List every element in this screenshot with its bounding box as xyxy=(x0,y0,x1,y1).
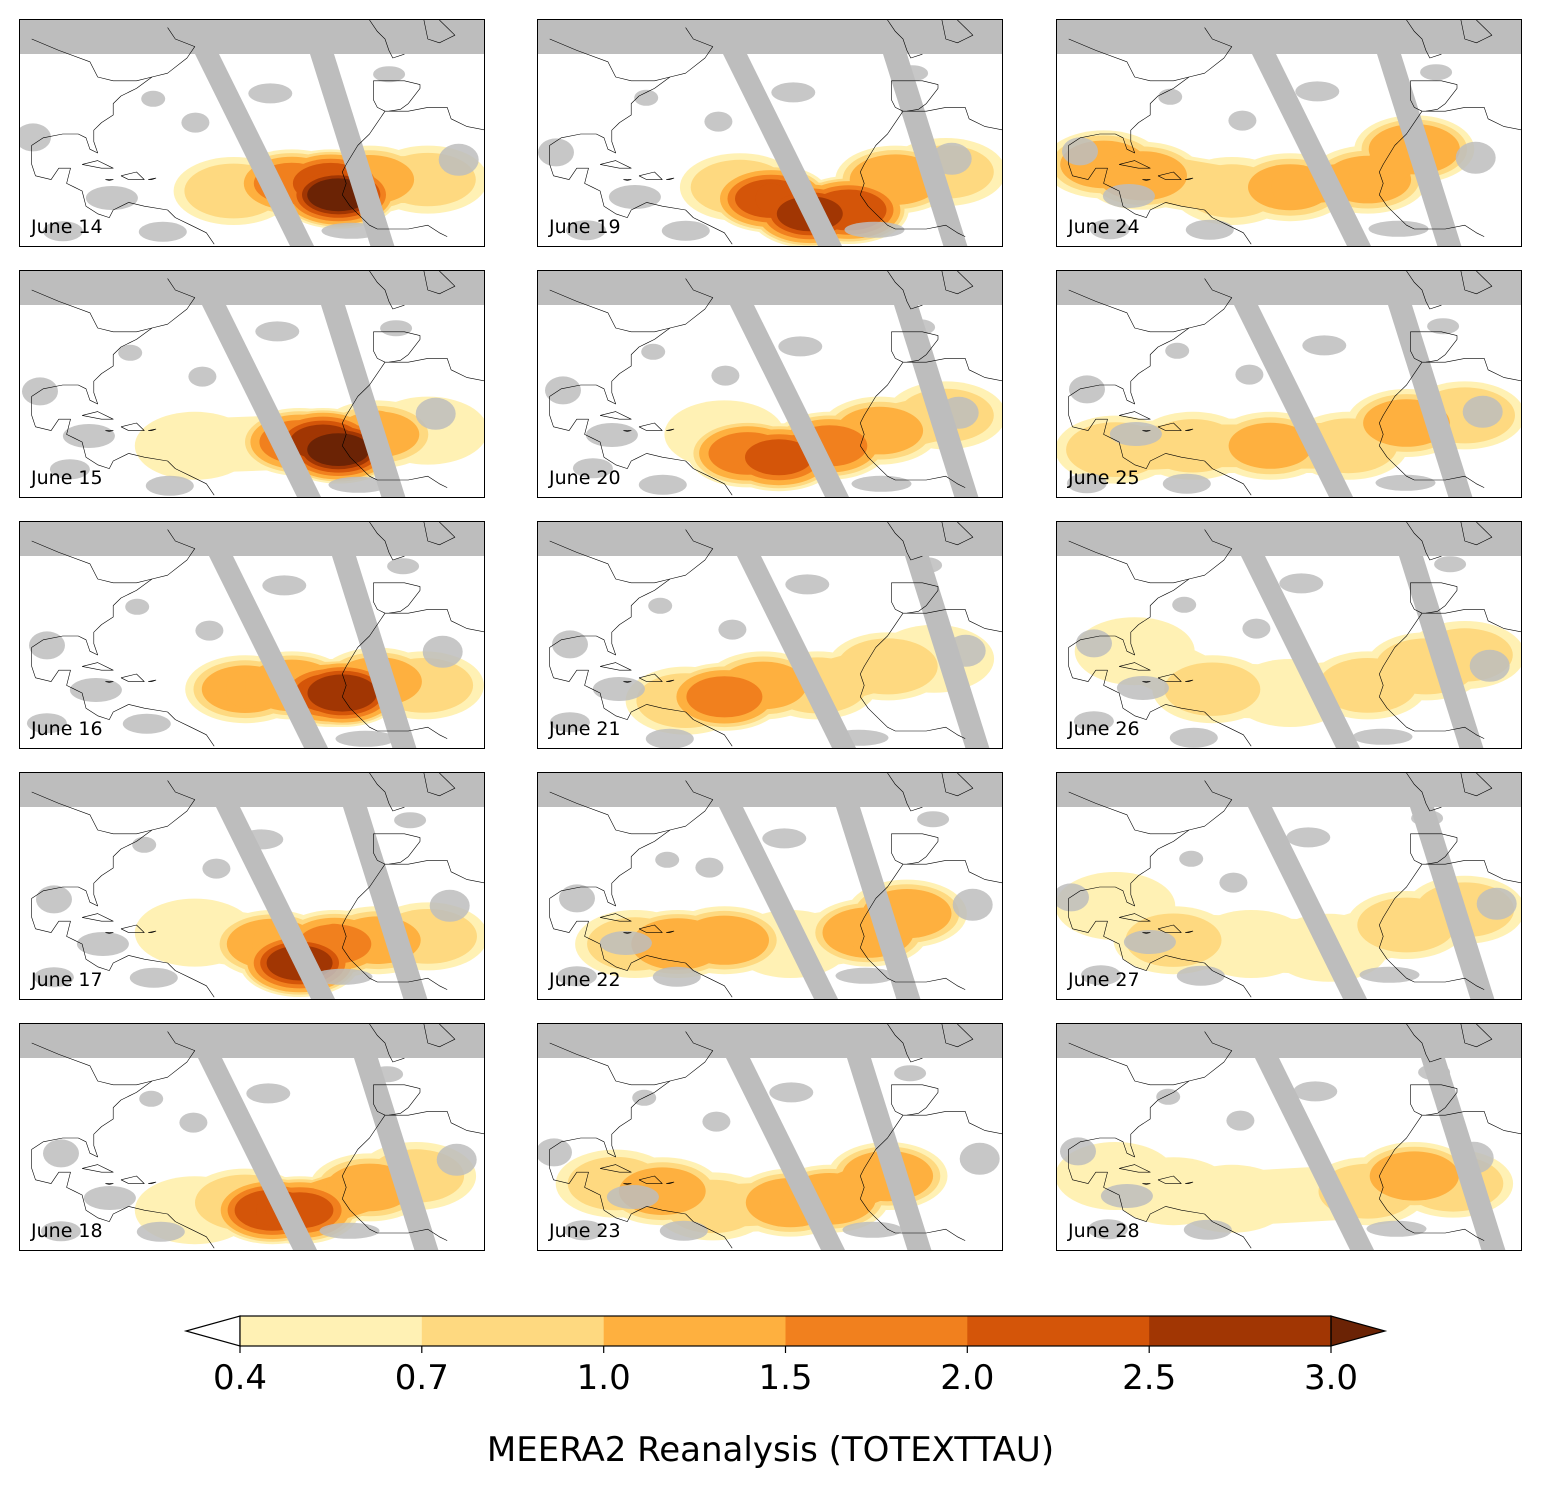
colorbar-tick-label: 0.4 xyxy=(213,1358,267,1398)
coastlines xyxy=(31,773,484,998)
aod-contour-0.7 xyxy=(1164,662,1261,716)
aod-contour-3.0 xyxy=(307,433,370,466)
colorbar-tick-label: 2.0 xyxy=(940,1358,994,1398)
aod-contour-1.0 xyxy=(1228,422,1313,469)
map-panel: June 16 xyxy=(19,521,485,749)
panel-date-label: June 15 xyxy=(31,467,103,489)
map-panel: June 18 xyxy=(19,1023,485,1251)
aod-plume xyxy=(173,145,484,229)
missing-data xyxy=(1057,20,1521,246)
panel-date-label: June 16 xyxy=(31,718,103,740)
colorbar-tick-label: 1.0 xyxy=(577,1358,631,1398)
missing-data xyxy=(20,773,484,999)
missing-data xyxy=(1057,1024,1521,1250)
map-panel: June 14 xyxy=(19,19,485,247)
panel-date-label: June 22 xyxy=(549,969,621,991)
panel-date-label: June 14 xyxy=(31,216,103,238)
coastlines xyxy=(31,1024,484,1249)
colorbar-swatch xyxy=(240,1316,423,1346)
coastlines xyxy=(549,522,1002,747)
colorbar-tick-label: 0.7 xyxy=(395,1358,449,1398)
colorbar-swatch xyxy=(1149,1316,1332,1346)
colorbar-swatch xyxy=(967,1316,1150,1346)
panel-date-label: June 24 xyxy=(1068,216,1140,238)
map-panel: June 28 xyxy=(1056,1023,1522,1251)
aod-plume xyxy=(134,898,484,997)
missing-data xyxy=(1057,271,1521,497)
missing-data xyxy=(538,271,1002,497)
panel-date-label: June 23 xyxy=(549,1220,621,1242)
missing-data xyxy=(538,773,1002,999)
map-panel: June 19 xyxy=(537,19,1003,247)
map-panel: June 25 xyxy=(1056,270,1522,498)
panel-date-label: June 28 xyxy=(1068,1220,1140,1242)
map-panel: June 15 xyxy=(19,270,485,498)
aod-plume xyxy=(625,624,995,735)
panel-date-label: June 20 xyxy=(549,467,621,489)
colorbar-swatch xyxy=(421,1316,605,1346)
panel-date-label: June 18 xyxy=(31,1220,103,1242)
aod-contour-2.5 xyxy=(307,674,378,712)
map-panel: June 17 xyxy=(19,772,485,1000)
missing-data xyxy=(1057,773,1521,999)
aod-contour-2.0 xyxy=(745,439,813,476)
panel-grid: June 14 June 15 June 16 June 17 June 18 June … xyxy=(19,19,1522,1251)
aod-contour-1.5 xyxy=(686,676,763,718)
panel-date-label: June 27 xyxy=(1068,969,1140,991)
colorbar-tick-label: 2.5 xyxy=(1122,1358,1176,1398)
map-panel: June 23 xyxy=(537,1023,1003,1251)
coastlines xyxy=(1068,522,1521,747)
missing-data xyxy=(538,1024,1002,1250)
missing-data xyxy=(1057,522,1521,748)
colorbar: 0.4 0.7 1.0 1.5 2.0 2.5 3.0 xyxy=(183,1315,1388,1398)
coastlines xyxy=(549,20,1002,245)
map-panel: June 26 xyxy=(1056,521,1522,749)
colorbar-tick-label: 1.5 xyxy=(758,1358,812,1398)
aod-plume xyxy=(664,381,1002,492)
map-panel: June 22 xyxy=(537,772,1003,1000)
map-panel: June 27 xyxy=(1056,772,1522,1000)
missing-data xyxy=(20,522,484,748)
coastlines xyxy=(1068,1024,1521,1249)
panel-date-label: June 17 xyxy=(31,969,103,991)
missing-data xyxy=(538,522,1002,748)
map-panel: June 21 xyxy=(537,521,1003,749)
coastlines xyxy=(31,20,484,245)
aod-contour-1.0 xyxy=(1369,1151,1459,1201)
coastlines xyxy=(1068,20,1521,245)
map-panel: June 24 xyxy=(1056,19,1522,247)
colorbar-extend-max xyxy=(1330,1315,1388,1347)
missing-data xyxy=(20,271,484,497)
colorbar-label: MEERA2 Reanalysis (TOTEXTTAU) xyxy=(486,1430,1055,1470)
coastlines xyxy=(31,522,484,747)
panel-date-label: June 19 xyxy=(549,216,621,238)
aod-plume xyxy=(1074,617,1521,727)
colorbar-extend-min xyxy=(183,1315,241,1347)
coastlines xyxy=(549,1024,1002,1249)
panel-date-label: June 26 xyxy=(1068,718,1140,740)
missing-data xyxy=(20,20,484,246)
coastlines xyxy=(31,271,484,496)
map-panel: June 20 xyxy=(537,270,1003,498)
aod-plume xyxy=(1057,115,1475,225)
aod-contour-0.7 xyxy=(837,638,938,695)
coastlines xyxy=(1068,271,1521,496)
missing-data xyxy=(538,20,1002,246)
panel-date-label: June 21 xyxy=(549,718,621,740)
colorbar-tick-label: 3.0 xyxy=(1304,1358,1358,1398)
colorbar-swatch xyxy=(785,1316,968,1346)
coastlines xyxy=(549,271,1002,496)
coastlines xyxy=(1068,773,1521,998)
colorbar-swatch xyxy=(603,1316,786,1346)
coastlines xyxy=(549,773,1002,998)
aod-contour-1.0 xyxy=(679,915,769,965)
missing-data xyxy=(20,1024,484,1250)
panel-date-label: June 25 xyxy=(1068,467,1140,489)
